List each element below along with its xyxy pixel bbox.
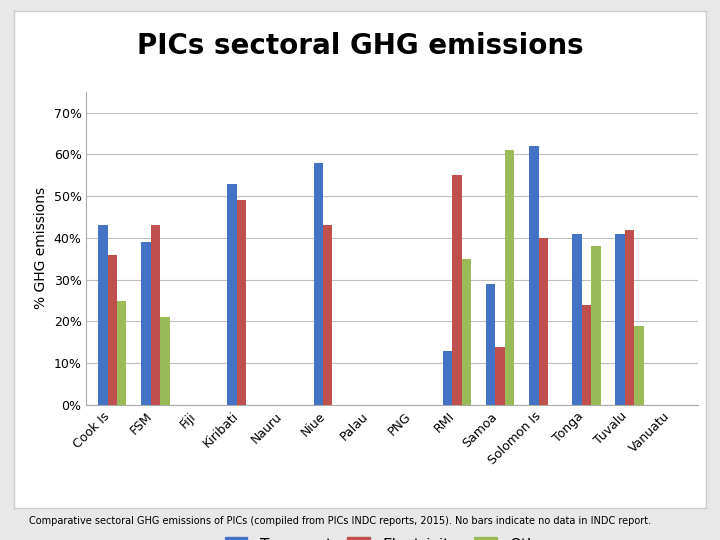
Bar <box>228 184 237 405</box>
Bar <box>591 246 600 405</box>
Bar <box>572 234 582 405</box>
Bar <box>313 163 323 405</box>
Bar <box>323 225 333 405</box>
Bar <box>117 301 127 405</box>
Y-axis label: % GHG emissions: % GHG emissions <box>34 187 48 309</box>
Bar <box>582 305 591 405</box>
Bar <box>529 146 539 405</box>
Bar <box>141 242 150 405</box>
Text: PICs sectoral GHG emissions: PICs sectoral GHG emissions <box>137 32 583 60</box>
Bar <box>98 225 107 405</box>
Bar <box>107 255 117 405</box>
Bar <box>452 176 462 405</box>
Bar <box>495 347 505 405</box>
Bar <box>615 234 625 405</box>
Bar <box>625 230 634 405</box>
Bar <box>505 150 514 405</box>
Bar <box>237 200 246 405</box>
Bar <box>160 318 170 405</box>
Bar <box>150 225 160 405</box>
Bar <box>634 326 644 405</box>
Bar <box>486 284 495 405</box>
Bar <box>539 238 548 405</box>
Bar <box>462 259 472 405</box>
Bar <box>443 350 452 405</box>
Text: Comparative sectoral GHG emissions of PICs (compiled from PICs INDC reports, 201: Comparative sectoral GHG emissions of PI… <box>29 516 651 526</box>
Legend: Transport, Electricity, Others: Transport, Electricity, Others <box>217 529 568 540</box>
